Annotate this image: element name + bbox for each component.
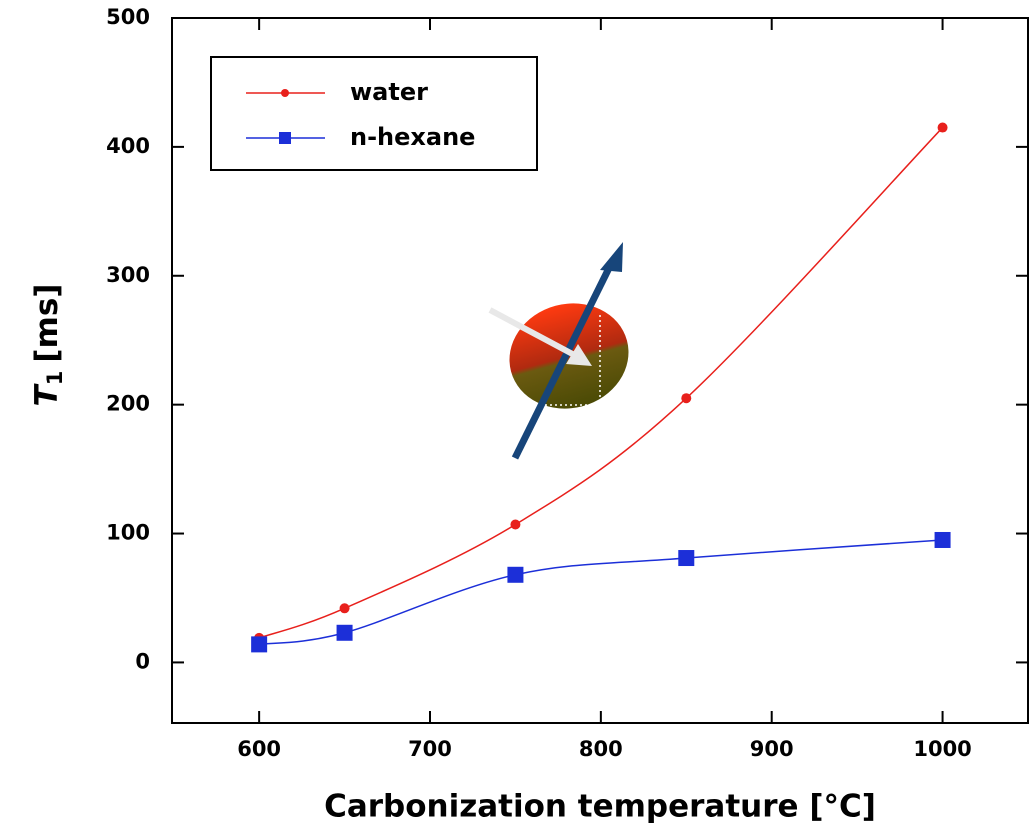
legend-marker bbox=[279, 132, 291, 144]
legend-label: water bbox=[350, 78, 428, 106]
series-line bbox=[259, 540, 942, 644]
data-point bbox=[340, 603, 350, 613]
data-point bbox=[251, 636, 267, 652]
y-tick-label: 0 bbox=[135, 649, 150, 673]
x-tick-label: 1000 bbox=[913, 737, 971, 761]
x-tick-label: 900 bbox=[750, 737, 794, 761]
x-tick-label: 700 bbox=[408, 737, 452, 761]
data-point bbox=[678, 550, 694, 566]
y-label-subscript: 1 bbox=[43, 371, 67, 386]
y-tick-label: 300 bbox=[106, 263, 150, 287]
x-tick-label: 600 bbox=[237, 737, 281, 761]
y-label-unit: [ms] bbox=[29, 284, 65, 363]
y-tick-label: 400 bbox=[106, 134, 150, 158]
x-tick-label: 800 bbox=[579, 737, 623, 761]
data-point bbox=[510, 520, 520, 530]
data-point bbox=[935, 532, 951, 548]
y-tick-label: 100 bbox=[106, 521, 150, 545]
data-point bbox=[337, 625, 353, 641]
legend-label: n-hexane bbox=[350, 123, 475, 151]
data-point bbox=[681, 393, 691, 403]
y-axis-label: T1[ms] bbox=[29, 284, 68, 407]
legend-box bbox=[211, 57, 537, 170]
x-axis-label: Carbonization temperature [°C] bbox=[324, 789, 876, 825]
data-point bbox=[507, 567, 523, 583]
legend-marker bbox=[281, 89, 289, 97]
y-tick-label: 500 bbox=[106, 5, 150, 29]
y-tick-label: 200 bbox=[106, 392, 150, 416]
chart: Carbonization temperature [°C] T1[ms] 01… bbox=[0, 0, 1031, 839]
data-point bbox=[938, 123, 948, 133]
spin-illustration bbox=[490, 242, 640, 458]
